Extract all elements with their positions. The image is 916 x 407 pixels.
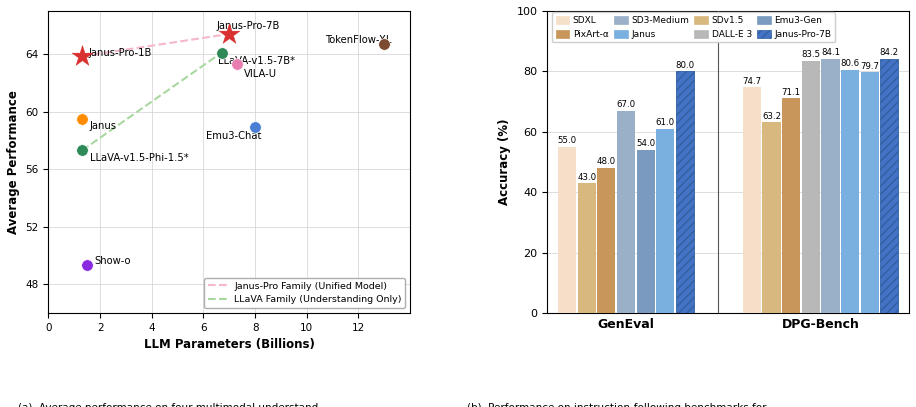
Point	[75, 116, 90, 122]
Text: 55.0: 55.0	[558, 136, 577, 145]
Point	[80, 262, 94, 269]
Bar	[880, 59, 899, 313]
Text: Emu3-Chat: Emu3-Chat	[206, 131, 261, 141]
Bar	[676, 71, 694, 313]
Text: 61.0: 61.0	[656, 118, 675, 127]
Legend: Janus-Pro Family (Unified Model), LLaVA Family (Understanding Only): Janus-Pro Family (Unified Model), LLaVA …	[204, 278, 406, 308]
X-axis label: LLM Parameters (Billions): LLM Parameters (Billions)	[144, 338, 315, 351]
Text: 84.1: 84.1	[821, 48, 840, 57]
Text: 71.1: 71.1	[781, 88, 801, 97]
Text: (a)  Average performance on four multimodal understand-
ing benchmarks.: (a) Average performance on four multimod…	[18, 403, 322, 407]
Point	[214, 49, 229, 56]
Point	[376, 41, 391, 47]
Text: VILA-U: VILA-U	[244, 68, 277, 79]
Bar	[861, 72, 878, 313]
Y-axis label: Accuracy (%): Accuracy (%)	[498, 119, 511, 205]
Bar	[558, 147, 576, 313]
Text: 43.0: 43.0	[577, 173, 596, 182]
Text: 54.0: 54.0	[636, 139, 655, 148]
Point	[247, 124, 262, 131]
Bar	[743, 88, 761, 313]
Text: 84.2: 84.2	[880, 48, 899, 57]
Point	[75, 147, 90, 154]
Point	[230, 61, 245, 68]
Bar	[782, 98, 801, 313]
Point	[222, 31, 236, 37]
Text: TokenFlow-XL: TokenFlow-XL	[325, 35, 391, 45]
Text: Show-o: Show-o	[94, 256, 131, 267]
Text: LLaVA-v1.5-7B*: LLaVA-v1.5-7B*	[218, 56, 295, 66]
Text: Janus: Janus	[89, 121, 116, 131]
Text: 80.0: 80.0	[675, 61, 694, 70]
Text: 48.0: 48.0	[597, 158, 616, 166]
Bar	[637, 150, 655, 313]
Text: LLaVA-v1.5-Phi-1.5*: LLaVA-v1.5-Phi-1.5*	[91, 153, 189, 163]
Bar	[657, 129, 674, 313]
Text: 83.5: 83.5	[802, 50, 821, 59]
Text: 80.6: 80.6	[841, 59, 860, 68]
Text: Janus-Pro-7B: Janus-Pro-7B	[216, 21, 279, 31]
Text: (b)  Performance on instruction-following benchmarks for
text-to-image generatio: (b) Performance on instruction-following…	[467, 403, 767, 407]
Text: 74.7: 74.7	[742, 77, 761, 86]
Bar	[762, 122, 780, 313]
Text: 79.7: 79.7	[860, 62, 879, 71]
Bar	[617, 111, 635, 313]
Y-axis label: Average Performance: Average Performance	[7, 90, 20, 234]
Bar	[597, 168, 616, 313]
Bar	[578, 183, 595, 313]
Legend: SDXL, PixArt-α, SD3-Medium, Janus, SDv1.5, DALL-E 3, Emu3-Gen, Janus-Pro-7B: SDXL, PixArt-α, SD3-Medium, Janus, SDv1.…	[552, 13, 835, 42]
Text: 67.0: 67.0	[616, 100, 636, 109]
Bar	[841, 70, 859, 313]
Text: Janus-Pro-1B: Janus-Pro-1B	[89, 48, 152, 58]
Point	[75, 53, 90, 59]
Text: 63.2: 63.2	[762, 112, 781, 120]
Bar	[802, 61, 820, 313]
Bar	[822, 59, 839, 313]
